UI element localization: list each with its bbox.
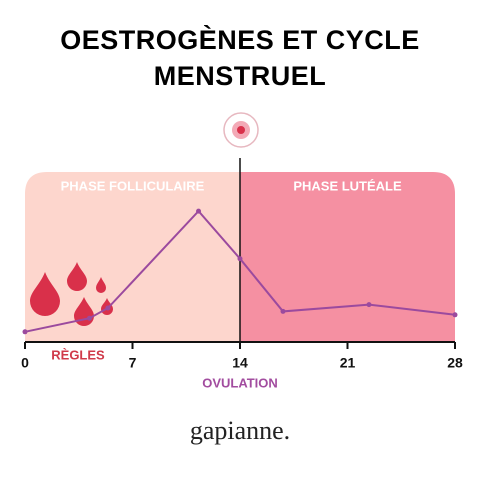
data-point bbox=[105, 305, 111, 311]
egg-icon bbox=[223, 112, 259, 148]
chart-title: OESTROGÈNES ET CYCLE MENSTRUEL bbox=[60, 25, 420, 91]
phase-label: PHASE LUTÉALE bbox=[293, 178, 402, 193]
period-label: RÈGLES bbox=[51, 347, 105, 362]
phase-band bbox=[240, 172, 455, 342]
data-point bbox=[22, 329, 28, 335]
x-tick-label: 14 bbox=[232, 355, 248, 371]
data-point bbox=[237, 256, 243, 262]
ovulation-label: OVULATION bbox=[202, 375, 278, 390]
estrogen-line bbox=[24, 209, 456, 333]
data-point bbox=[87, 315, 92, 321]
plot: 0 7 14 21 28 RÈGLES OVULATION bbox=[21, 158, 463, 390]
data-point bbox=[452, 312, 458, 318]
brand: gapianne. bbox=[190, 416, 290, 445]
data-point bbox=[366, 302, 372, 308]
x-tick-label: 28 bbox=[447, 355, 463, 371]
phases: PHASE FOLLICULAIRE PHASE LUTÉALE bbox=[25, 172, 455, 342]
data-point bbox=[280, 308, 286, 314]
x-tick-label: 0 bbox=[21, 355, 29, 371]
data-point bbox=[196, 208, 202, 214]
x-tick-label: 7 bbox=[129, 355, 137, 371]
phase-label: PHASE FOLLICULAIRE bbox=[61, 178, 205, 193]
x-tick-label: 21 bbox=[340, 355, 356, 371]
phase-band bbox=[25, 172, 240, 342]
